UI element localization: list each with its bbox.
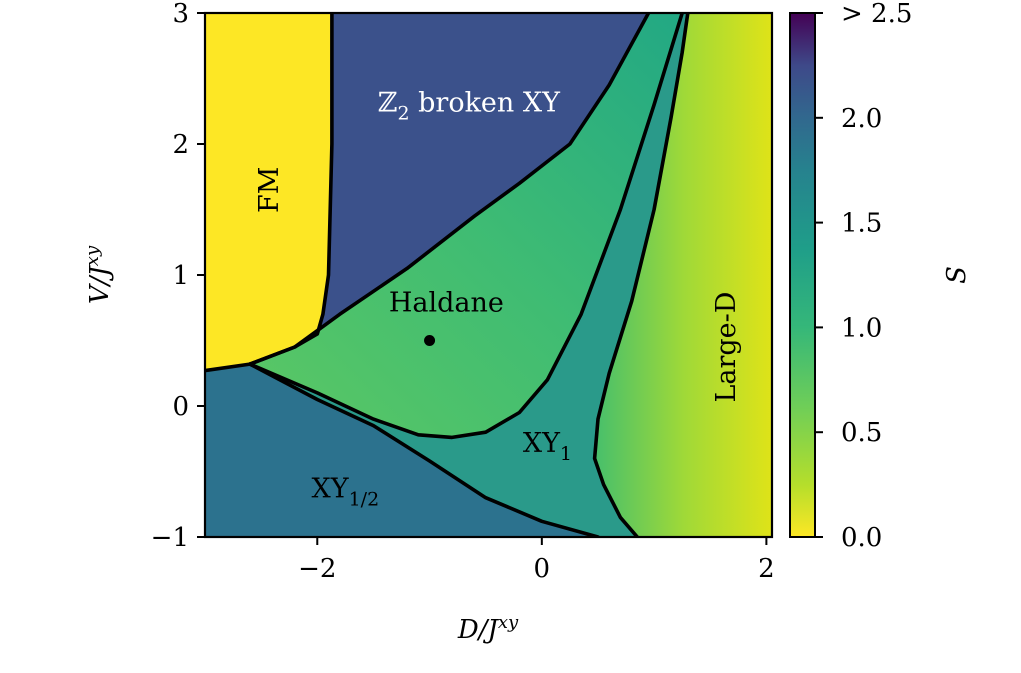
y-tick-label: 1	[172, 261, 189, 291]
region-label-fm: FM	[254, 167, 285, 213]
phase-boundaries	[205, 13, 690, 537]
colorbar-ticks: 0.0 0.5 1.0 1.5 2.0 > 2.5	[815, 0, 912, 553]
haldane-marker-point	[424, 335, 436, 346]
colorbar-tick-label: > 2.5	[841, 0, 912, 29]
colorbar-tick-label: 1.0	[841, 313, 882, 343]
fm-region-fill	[205, 13, 332, 371]
colorbar-label: S	[942, 266, 972, 284]
x-tick-label: −2	[298, 554, 336, 584]
colorbar-tick-label: 0.5	[841, 418, 882, 448]
colorbar-tick-label: 2.0	[841, 104, 882, 134]
y-tick-label: −1	[151, 523, 189, 553]
phase-region-fills	[205, 13, 772, 537]
haldane-region-fill	[249, 13, 683, 438]
large-d-boundary-line	[592, 13, 690, 537]
colorbar-tick-label: 1.5	[841, 209, 882, 239]
x-tick-label: 2	[758, 554, 775, 584]
x-axis-ticks: −2 0 2	[298, 537, 775, 584]
colorbar	[789, 12, 816, 538]
y-tick-label: 3	[172, 0, 189, 29]
xy1-region-fill	[249, 13, 688, 537]
region-label-haldane: Haldane	[389, 288, 504, 319]
large-d-region-fill	[594, 13, 772, 537]
y-tick-label: 0	[172, 392, 189, 422]
haldane-lower-boundary-line	[248, 13, 685, 440]
y-tick-label: 2	[172, 130, 189, 160]
y-axis-label: V/Jxy	[82, 245, 115, 304]
x-axis-label: D/Jxy	[457, 612, 519, 645]
region-label-large-d: Large-D	[711, 292, 742, 403]
x-tick-label: 0	[534, 554, 551, 584]
y-axis-ticks: −1 0 1 2 3	[151, 0, 205, 553]
plot-area	[205, 13, 772, 537]
z2-broken-xy-region-fill-top	[205, 13, 649, 371]
colorbar-tick-label: 0.0	[841, 523, 882, 553]
z2-boundary-line	[248, 13, 651, 366]
xy-half-boundary-line	[248, 362, 600, 537]
